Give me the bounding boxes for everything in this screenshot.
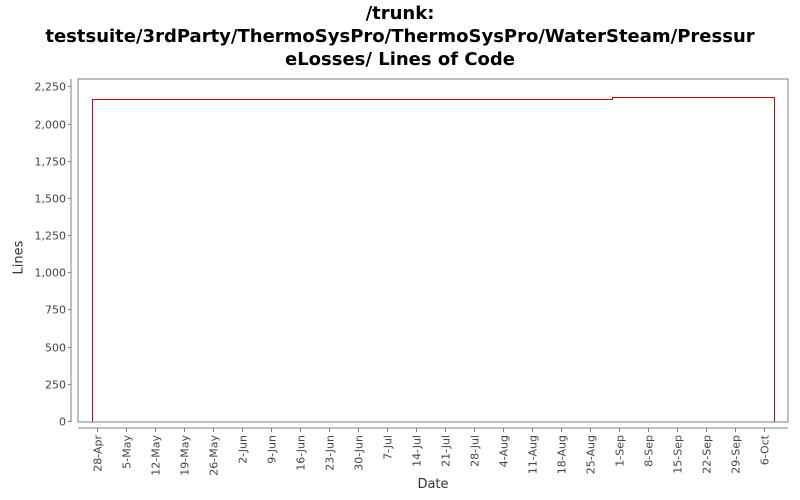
chart-title: /trunk: testsuite/3rdParty/ThermoSysPro/… bbox=[0, 2, 800, 71]
chart-title-line-2: testsuite/3rdParty/ThermoSysPro/ThermoSy… bbox=[45, 26, 755, 47]
x-tick-label: 19-May bbox=[179, 435, 192, 476]
x-tick-label: 21-Jul bbox=[440, 435, 453, 467]
y-tick-label: 2,000 bbox=[35, 119, 67, 132]
y-tick-label: 1,500 bbox=[35, 193, 67, 206]
x-tick-label: 8-Sep bbox=[643, 435, 656, 467]
y-tick-label: 250 bbox=[45, 379, 66, 392]
x-tick-label: 23-Jun bbox=[324, 435, 337, 471]
x-tick-label: 18-Aug bbox=[556, 435, 569, 474]
x-tick-label: 25-Aug bbox=[585, 435, 598, 474]
x-tick-label: 14-Jul bbox=[411, 435, 424, 467]
x-tick-label: 5-May bbox=[121, 435, 134, 469]
y-tick-label: 500 bbox=[45, 342, 66, 355]
x-tick-label: 26-May bbox=[208, 435, 221, 476]
y-tick-label: 1,000 bbox=[35, 267, 67, 280]
y-tick-label: 1,250 bbox=[35, 230, 67, 243]
x-tick-label: 4-Aug bbox=[498, 435, 511, 467]
x-axis-label: Date bbox=[417, 477, 449, 492]
chart-title-line-3: eLosses/ Lines of Code bbox=[284, 49, 515, 70]
y-tick-label: 0 bbox=[59, 416, 66, 429]
x-tick-label: 15-Sep bbox=[672, 435, 685, 474]
x-tick-label: 12-May bbox=[150, 435, 163, 476]
x-tick-label: 22-Sep bbox=[701, 435, 714, 474]
x-tick-label: 28-Apr bbox=[92, 435, 105, 472]
x-tick-label: 2-Jun bbox=[237, 435, 250, 464]
plot-area bbox=[77, 78, 789, 423]
x-tick-label: 16-Jun bbox=[295, 435, 308, 471]
chart-title-line-1: /trunk: bbox=[365, 3, 435, 24]
y-axis-label: Lines bbox=[11, 240, 27, 275]
y-tick-label: 750 bbox=[45, 304, 66, 317]
y-tick-label: 1,750 bbox=[35, 156, 67, 169]
x-tick-label: 9-Jun bbox=[266, 435, 279, 464]
y-tick-label: 2,250 bbox=[35, 81, 67, 94]
x-tick-label: 11-Aug bbox=[527, 435, 540, 474]
x-tick-label: 29-Sep bbox=[730, 435, 743, 474]
series-line-lines-of-code bbox=[92, 97, 775, 422]
x-tick-label: 7-Jul bbox=[382, 435, 395, 460]
x-tick-label: 1-Sep bbox=[614, 435, 627, 467]
x-tick-label: 6-Oct bbox=[759, 434, 772, 465]
x-tick-label: 28-Jul bbox=[469, 435, 482, 467]
x-tick-label: 30-Jun bbox=[353, 435, 366, 471]
